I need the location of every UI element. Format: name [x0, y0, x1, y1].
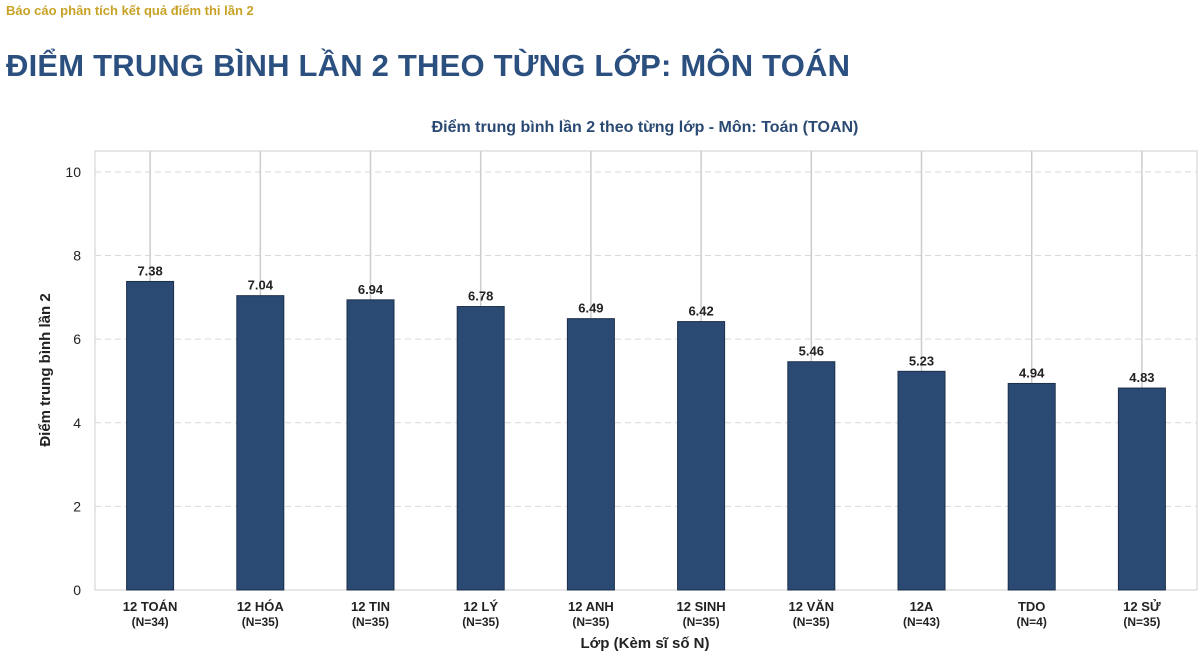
- bar: [236, 295, 285, 591]
- y-tick-label: 4: [73, 415, 81, 431]
- y-tick-label: 10: [65, 164, 81, 180]
- x-tick-label: 12A: [910, 599, 934, 614]
- bar-value-label: 6.94: [358, 282, 384, 297]
- bar-value-label: 5.23: [909, 353, 934, 368]
- bar: [346, 299, 395, 591]
- bar-value-label: 6.78: [468, 289, 493, 304]
- page-title: ĐIỂM TRUNG BÌNH LẦN 2 THEO TỪNG LỚP: MÔN…: [6, 48, 851, 83]
- x-tick-count-label: (N=34): [132, 615, 169, 629]
- x-tick-label: 12 TOÁN: [123, 599, 178, 614]
- report-label: Báo cáo phân tích kết quả điểm thi lần 2: [6, 3, 254, 18]
- x-tick-count-label: (N=43): [903, 615, 940, 629]
- bar: [1007, 382, 1056, 591]
- x-tick-count-label: (N=4): [1017, 615, 1047, 629]
- x-tick-label: 12 LÝ: [463, 599, 498, 614]
- x-tick-label: 12 HÓA: [237, 599, 285, 614]
- x-tick-count-label: (N=35): [683, 615, 720, 629]
- x-tick-label: 12 VĂN: [789, 599, 835, 614]
- bar-value-label: 7.38: [137, 263, 162, 278]
- x-tick-label: 12 SINH: [677, 599, 726, 614]
- x-tick-count-label: (N=35): [462, 615, 499, 629]
- y-tick-label: 0: [73, 582, 81, 598]
- y-tick-label: 2: [73, 498, 81, 514]
- x-tick-count-label: (N=35): [793, 615, 830, 629]
- bar-value-label: 4.83: [1129, 370, 1154, 385]
- x-tick-label: 12 SỬ: [1123, 599, 1161, 614]
- bar-value-label: 6.42: [688, 304, 713, 319]
- x-tick-label: TDO: [1018, 599, 1045, 614]
- bar-value-label: 6.49: [578, 301, 603, 316]
- bar: [126, 280, 175, 591]
- bar: [787, 361, 836, 591]
- bar-layer: [126, 280, 1166, 591]
- y-tick-label: 8: [73, 248, 81, 264]
- x-tick-count-label: (N=35): [352, 615, 389, 629]
- bar-value-label: 7.04: [248, 278, 274, 293]
- bar-value-label: 4.94: [1019, 365, 1045, 380]
- x-tick-count-label: (N=35): [572, 615, 609, 629]
- x-tick-count-label: (N=35): [1123, 615, 1160, 629]
- bar: [566, 318, 615, 591]
- plot-frame: [94, 150, 1198, 591]
- bar: [897, 370, 946, 591]
- y-axis-label: Điểm trung bình lần 2: [37, 293, 54, 446]
- x-axis-label: Lớp (Kèm sĩ số N): [580, 635, 709, 652]
- x-tick-count-label: (N=35): [242, 615, 279, 629]
- chart-title: Điểm trung bình lần 2 theo từng lớp - Mô…: [432, 118, 859, 136]
- bar: [1117, 387, 1166, 591]
- x-tick-label: 12 ANH: [568, 599, 614, 614]
- y-tick-label: 6: [73, 331, 81, 347]
- x-tick-label: 12 TIN: [351, 599, 390, 614]
- bar-value-label: 5.46: [799, 344, 824, 359]
- bar: [677, 321, 726, 591]
- bar: [456, 306, 505, 591]
